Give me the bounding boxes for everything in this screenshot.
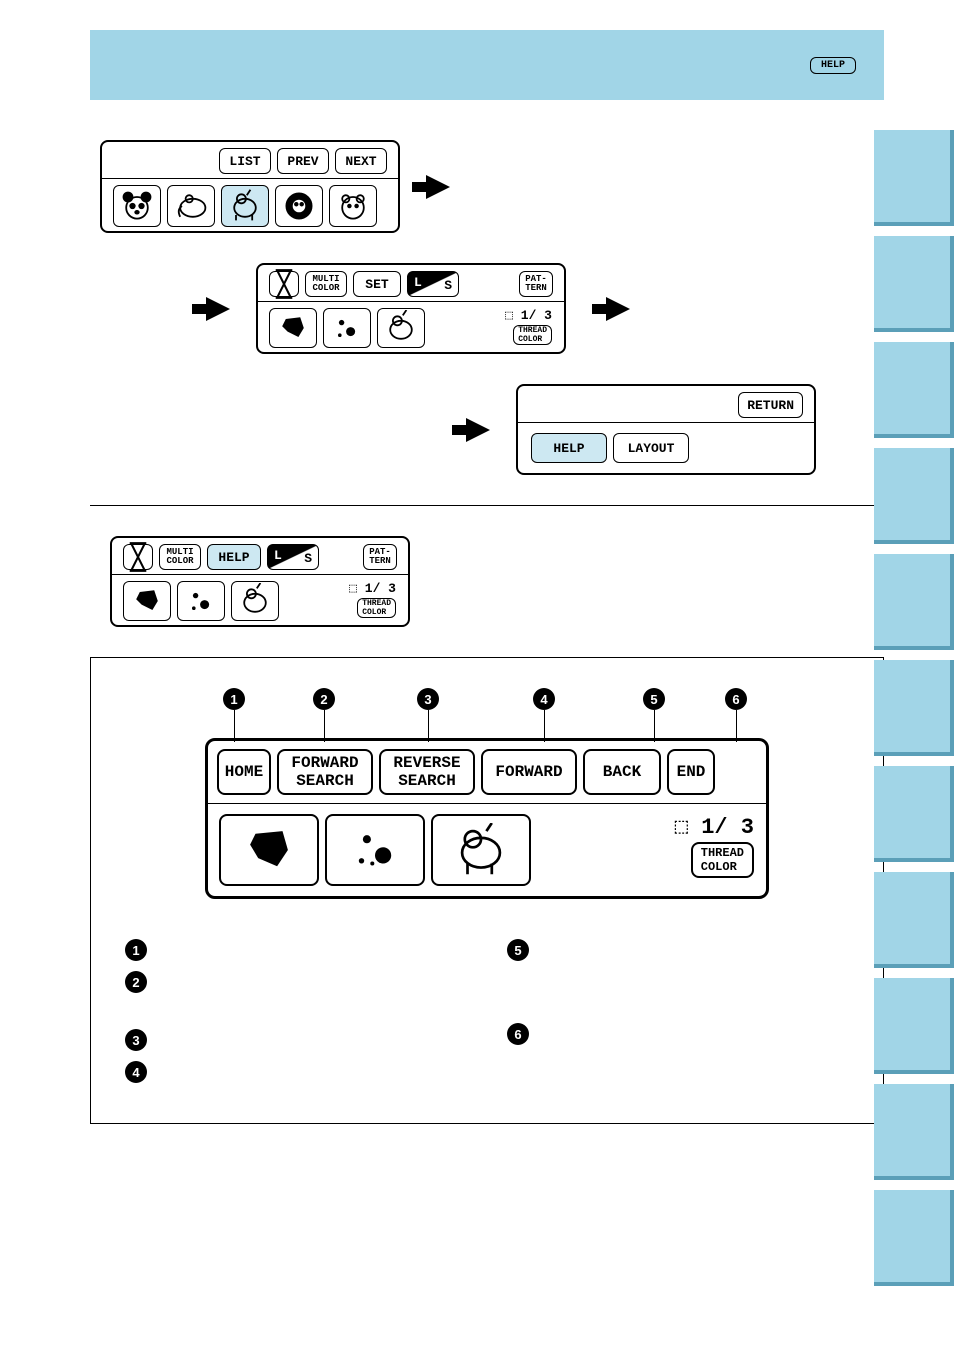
pattern-lion-icon[interactable] bbox=[275, 185, 323, 227]
counter-readout: ⬚ 1/ 3 THREAD COLOR bbox=[345, 581, 400, 621]
side-tab bbox=[874, 130, 954, 226]
next-button[interactable]: NEXT bbox=[335, 148, 387, 174]
part-3-icon bbox=[431, 814, 531, 886]
side-tab bbox=[874, 872, 954, 968]
forward-button[interactable]: FORWARD bbox=[481, 749, 577, 795]
back-button[interactable]: BACK bbox=[583, 749, 661, 795]
note-3: 3 bbox=[125, 1029, 147, 1051]
side-tabs bbox=[874, 130, 954, 1286]
part-2-icon bbox=[325, 814, 425, 886]
side-tab bbox=[874, 448, 954, 544]
callout-1: 1 bbox=[223, 688, 245, 710]
pattern-button[interactable]: PAT- TERN bbox=[363, 544, 397, 570]
counter-readout: ⬚ 1/ 3 THREAD COLOR bbox=[501, 308, 556, 348]
callout-3: 3 bbox=[417, 688, 439, 710]
counter-readout: ⬚ 1/ 3 THREAD COLOR bbox=[671, 814, 758, 886]
pattern-unicorn-icon[interactable] bbox=[221, 185, 269, 227]
thread-color-chip: THREAD COLOR bbox=[357, 598, 396, 618]
ls-toggle[interactable]: L S bbox=[407, 271, 459, 297]
side-tab bbox=[874, 342, 954, 438]
end-button[interactable]: END bbox=[667, 749, 715, 795]
pattern-button[interactable]: PAT- TERN bbox=[519, 271, 553, 297]
pattern-bear-icon[interactable] bbox=[329, 185, 377, 227]
callout-5: 5 bbox=[643, 688, 665, 710]
note-6: 6 bbox=[507, 1023, 529, 1045]
help-button[interactable]: HELP bbox=[207, 544, 261, 570]
part-1-icon bbox=[269, 308, 317, 348]
ls-toggle[interactable]: L S bbox=[267, 544, 319, 570]
callout-4: 4 bbox=[533, 688, 555, 710]
side-tab bbox=[874, 236, 954, 332]
side-tab bbox=[874, 1084, 954, 1180]
divider bbox=[90, 505, 884, 506]
footnotes: 1 2 3 4 5 6 bbox=[125, 929, 849, 1093]
reverse-search-button[interactable]: REVERSE SEARCH bbox=[379, 749, 475, 795]
arrow-right-icon bbox=[426, 175, 450, 199]
pattern-panda-icon[interactable] bbox=[113, 185, 161, 227]
forward-search-button[interactable]: FORWARD SEARCH bbox=[277, 749, 373, 795]
note-4: 4 bbox=[125, 1061, 147, 1083]
part-3-icon bbox=[231, 581, 279, 621]
part-2-icon bbox=[323, 308, 371, 348]
note-1: 1 bbox=[125, 939, 147, 961]
multi-color-button[interactable]: MULTI COLOR bbox=[159, 544, 201, 570]
screen-pattern-select: LIST PREV NEXT bbox=[100, 140, 400, 233]
home-button[interactable]: HOME bbox=[217, 749, 271, 795]
thread-color-chip[interactable]: THREAD COLOR bbox=[691, 842, 754, 878]
screen-help: MULTI COLOR HELP L S PAT- TERN ⬚ 1/ 3 TH… bbox=[110, 536, 410, 627]
arrow-right-icon bbox=[206, 297, 230, 321]
multi-color-button[interactable]: MULTI COLOR bbox=[305, 271, 347, 297]
side-tab bbox=[874, 978, 954, 1074]
s-label: S bbox=[304, 552, 312, 565]
screen-big: HOME FORWARD SEARCH REVERSE SEARCH FORWA… bbox=[205, 738, 769, 899]
l-label: L bbox=[274, 549, 282, 562]
set-button[interactable]: SET bbox=[353, 271, 401, 297]
part-1-icon bbox=[219, 814, 319, 886]
thread-color-chip: THREAD COLOR bbox=[513, 325, 552, 345]
pattern-elephant-icon[interactable] bbox=[167, 185, 215, 227]
note-5: 5 bbox=[507, 939, 529, 961]
callouts: 1 2 3 4 5 6 bbox=[205, 688, 769, 738]
side-tab bbox=[874, 554, 954, 650]
screen-set: MULTI COLOR SET L S PAT- TERN ⬚ 1/ 3 THR… bbox=[256, 263, 566, 354]
list-button[interactable]: LIST bbox=[219, 148, 271, 174]
prev-button[interactable]: PREV bbox=[277, 148, 329, 174]
part-1-icon bbox=[123, 581, 171, 621]
l-label: L bbox=[414, 276, 422, 289]
note-2: 2 bbox=[125, 971, 147, 993]
layout-button[interactable]: LAYOUT bbox=[613, 433, 689, 463]
part-2-icon bbox=[177, 581, 225, 621]
hourglass-icon bbox=[269, 271, 299, 297]
side-tab bbox=[874, 660, 954, 756]
callout-2: 2 bbox=[313, 688, 335, 710]
side-tab bbox=[874, 766, 954, 862]
arrow-right-icon bbox=[606, 297, 630, 321]
hourglass-icon bbox=[123, 544, 153, 570]
side-tab bbox=[874, 1190, 954, 1286]
s-label: S bbox=[444, 279, 452, 292]
part-3-icon bbox=[377, 308, 425, 348]
arrow-right-icon bbox=[466, 418, 490, 442]
detail-panel: 1 2 3 4 5 6 HOME FORWARD SEARCH REVERSE … bbox=[90, 657, 884, 1124]
help-button[interactable]: HELP bbox=[531, 433, 607, 463]
return-button[interactable]: RETURN bbox=[738, 392, 803, 418]
page-header: HELP bbox=[90, 30, 884, 100]
help-chip: HELP bbox=[810, 57, 856, 74]
screen-help-menu: RETURN HELP LAYOUT bbox=[516, 384, 816, 475]
callout-6: 6 bbox=[725, 688, 747, 710]
